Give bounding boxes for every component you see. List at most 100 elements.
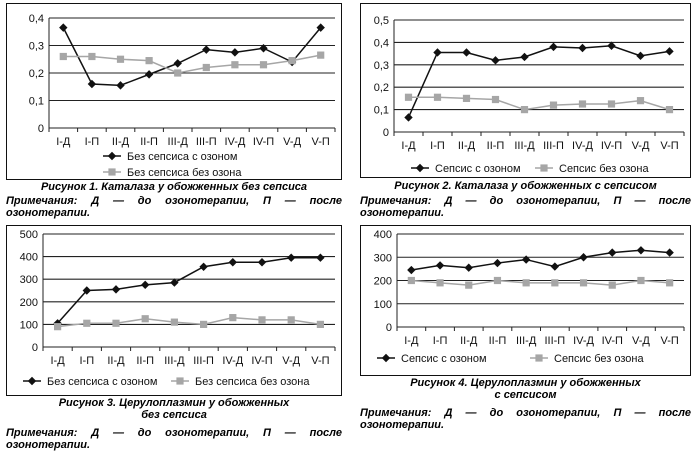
- data-point: [144, 70, 154, 79]
- y-tick-label: 0,1: [374, 105, 389, 117]
- series-line: [411, 249, 670, 271]
- x-tick-label: IV-П: [602, 335, 623, 347]
- chart-4-ceruloplasmin-sepsis: 0 100 200 300 400 I-Д I-П II-Д II-П III-Д III-П IV-…: [374, 229, 685, 365]
- y-tick-label: 500: [20, 229, 38, 241]
- data-point: [607, 100, 616, 108]
- series-1: [407, 246, 674, 275]
- chart-2-catalase-sepsis: 0 0,1 0,2 0,3 0,4 0,5 I-Д I-П II-Д II-П III-Д III-П…: [374, 15, 685, 175]
- data-point: [170, 318, 178, 326]
- y-tick-label: 0,1: [29, 96, 44, 108]
- series-1: [404, 41, 674, 122]
- x-tick-label: II-Д: [458, 140, 476, 152]
- data-point: [636, 97, 645, 105]
- data-point: [433, 48, 442, 57]
- data-point: [83, 319, 91, 327]
- y-tick-label: 300: [20, 274, 38, 286]
- data-point: [174, 69, 182, 77]
- legend-marker: [27, 376, 37, 386]
- x-tick-label: III-П: [544, 335, 565, 347]
- y-tick-label: 0,3: [29, 41, 44, 53]
- data-point: [407, 265, 416, 275]
- legend-label: Без сепсиса без озона: [195, 376, 310, 388]
- legend-label: Сепсис без озона: [554, 353, 644, 365]
- data-point: [316, 320, 324, 328]
- y-tick-label: 0: [32, 342, 38, 354]
- data-point: [435, 261, 445, 270]
- series-2: [407, 276, 674, 289]
- data-point: [200, 320, 208, 328]
- legend-label: Сепсис без озона: [559, 163, 649, 175]
- legend-marker: [176, 377, 184, 385]
- series-2: [59, 51, 325, 77]
- legend-entry: Без сепсиса с озоном: [103, 151, 237, 163]
- figure-3-note: Примечания: Д — до озонотерапии, П — пос…: [6, 427, 342, 451]
- data-point: [170, 278, 179, 287]
- legend-entry: Сепсис без озона: [535, 163, 649, 175]
- series-2: [404, 93, 674, 114]
- data-point: [666, 279, 674, 287]
- data-point: [82, 286, 91, 295]
- x-tick-label: I-П: [79, 355, 94, 367]
- series-line: [62, 27, 322, 87]
- data-point: [317, 51, 325, 59]
- legend-entry: Сепсис с озоном: [377, 353, 487, 365]
- data-point: [173, 59, 182, 68]
- data-point: [141, 280, 150, 290]
- y-tick-label: 0,4: [374, 37, 389, 49]
- y-tick-label: 200: [20, 297, 38, 309]
- data-point: [637, 276, 645, 285]
- figure-2-note: Примечания: Д — до озонотерапии, П — пос…: [360, 195, 691, 219]
- chart-1-catalase-no-sepsis: 0 0,1 0,2 0,3 0,4 I-Д I-П II-Д II-П III-Д III-П IV-…: [29, 13, 336, 179]
- chart-3-frame: 0 100 200 300 400 500 I-Д I-П II-Д II-П III-Д III-П…: [6, 225, 342, 396]
- x-tick-label: III-Д: [516, 335, 537, 347]
- data-point: [404, 113, 413, 122]
- y-tick-label: 0,3: [374, 60, 389, 72]
- data-point: [436, 279, 444, 287]
- legend-marker: [107, 151, 117, 161]
- data-point: [141, 315, 149, 323]
- data-point: [231, 61, 239, 69]
- data-point: [316, 253, 325, 262]
- x-tick-label: II-П: [489, 335, 507, 347]
- gridlines: [394, 19, 684, 133]
- data-point: [462, 48, 471, 57]
- legend-marker: [108, 168, 116, 176]
- series-line: [57, 316, 321, 328]
- data-point: [520, 106, 529, 114]
- y-tick-label: 300: [374, 252, 392, 264]
- data-point: [550, 262, 560, 271]
- y-tick-label: 100: [20, 319, 38, 331]
- data-point: [521, 255, 531, 264]
- data-point: [116, 81, 125, 90]
- legend-entry: Сепсис без озона: [530, 353, 644, 365]
- data-point: [202, 63, 210, 72]
- data-point: [493, 276, 502, 285]
- data-point: [230, 48, 240, 57]
- x-tick-label: II-П: [140, 136, 158, 148]
- data-point: [59, 52, 67, 61]
- data-point: [665, 47, 674, 56]
- x-tick-label: V-Д: [282, 355, 300, 367]
- x-tick-label: I-Д: [404, 335, 419, 347]
- figure-3-caption: Рисунок 3. Церулоплазмин у обожженных бе…: [58, 397, 290, 421]
- x-tick-label: V-П: [660, 335, 678, 347]
- data-point: [549, 42, 558, 52]
- data-point: [608, 281, 616, 289]
- legend-entry: Без сепсиса с озоном: [23, 376, 157, 388]
- chart-1-frame: 0 0,1 0,2 0,3 0,4 I-Д I-П II-Д II-П III-Д III-П IV-…: [6, 3, 342, 180]
- data-point: [578, 43, 587, 53]
- data-point: [88, 52, 96, 61]
- chart-4-frame: 0 100 200 300 400 I-Д I-П II-Д II-П III-Д III-П IV-…: [360, 225, 691, 376]
- x-tick-label: II-П: [487, 140, 505, 152]
- figure-4-caption: Рисунок 4. Церулоплазмин у обожженных с …: [410, 377, 641, 401]
- data-point: [288, 57, 296, 65]
- data-point: [608, 248, 617, 257]
- data-point: [316, 23, 325, 32]
- data-point: [257, 258, 267, 267]
- data-point: [116, 55, 125, 63]
- x-tick-label: II-П: [136, 355, 154, 367]
- data-point: [522, 279, 530, 287]
- x-tick-label: IV-Д: [224, 136, 245, 148]
- x-tick-label: V-П: [311, 355, 329, 367]
- x-tick-label: I-П: [430, 140, 445, 152]
